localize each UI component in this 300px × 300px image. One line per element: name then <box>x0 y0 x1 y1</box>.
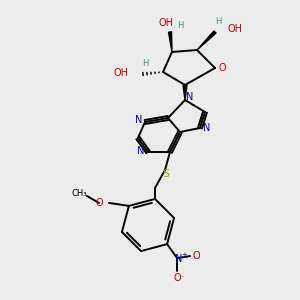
Text: N: N <box>176 254 183 264</box>
Text: +: + <box>181 252 187 258</box>
Text: CH₃: CH₃ <box>71 189 87 198</box>
Text: S: S <box>162 169 169 179</box>
Text: N: N <box>186 92 194 102</box>
Text: O: O <box>95 198 103 208</box>
Text: N: N <box>137 146 145 156</box>
Text: O: O <box>173 273 181 283</box>
Text: H: H <box>142 58 148 68</box>
Polygon shape <box>183 85 187 100</box>
Text: O: O <box>218 63 226 73</box>
Text: OH: OH <box>114 68 129 78</box>
Text: O: O <box>192 251 200 261</box>
Text: N: N <box>135 115 143 125</box>
Text: OH: OH <box>158 18 173 28</box>
Text: ⁻: ⁻ <box>180 275 184 281</box>
Polygon shape <box>197 31 216 50</box>
Polygon shape <box>169 32 172 52</box>
Text: H: H <box>177 22 183 31</box>
Text: OH: OH <box>228 24 243 34</box>
Text: N: N <box>203 123 211 133</box>
Text: H: H <box>215 17 221 26</box>
